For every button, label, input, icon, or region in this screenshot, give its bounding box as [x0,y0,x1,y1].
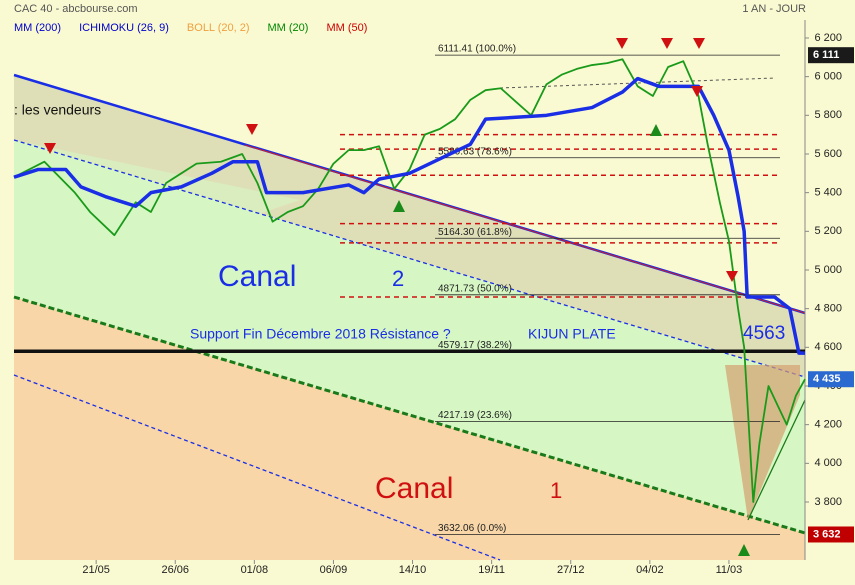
fib-label: 4579.17 (38.2%) [438,340,512,351]
legend-entry: MM (200) [14,22,61,34]
x-tick-label: 04/02 [636,564,664,576]
annotation: KIJUN PLATE [528,326,616,342]
x-tick-label: 11/03 [716,564,743,576]
y-tick-label: 6 000 [814,71,842,83]
arrow-down [691,86,703,97]
arrow-down [661,38,673,49]
fib-label: 4871.73 (50.0%) [438,283,512,294]
y-tick-label: 6 200 [814,32,842,44]
series-line [13,58,806,503]
price-marker-label: 4 435 [813,373,841,385]
legend-entry: BOLL (20, 2) [187,22,250,34]
annotation: Support Fin Décembre 2018 Résistance ? [190,326,451,342]
annotation: 4563 [743,323,785,344]
y-tick-label: 5 000 [814,264,842,276]
plot [13,58,806,503]
legend-entry: MM (50) [326,22,367,34]
y-tick-label: 4 800 [814,303,842,315]
price-marker [808,526,854,543]
triangle [725,365,800,520]
price-marker [808,371,854,388]
y-tick-label: 4 000 [814,457,842,469]
arrow-up [393,200,405,212]
channels [13,73,806,561]
left-band [14,140,300,297]
channel-green-dashed [13,295,806,535]
x-tick-label: 14/10 [399,564,427,576]
x-tick-label: 27/12 [557,564,585,576]
y-tick-label: 4 600 [814,341,842,353]
fib-label: 6111.41 (100.0%) [438,44,516,55]
price-marker [808,47,854,64]
y-tick-label: 5 800 [814,109,842,121]
legend: MM (200) ICHIMOKU (26, 9) BOLL (20, 2) MM (… [14,22,367,34]
fib-label: 5580.63 (78.6%) [438,146,512,157]
x-tick-label: 21/05 [82,564,110,576]
annotation: : les vendeurs [14,102,101,118]
arrow-up [650,124,662,136]
annotation: Canal [375,472,453,505]
annotation: Canal [218,260,296,293]
title: CAC 40 - abcbourse.com [14,3,138,15]
channel-1-band [14,297,805,560]
fib-label: 5164.30 (61.8%) [438,227,512,238]
x-tick-label: 01/08 [241,564,269,576]
arrows [44,38,750,556]
legend-entry: ICHIMOKU (26, 9) [79,22,169,34]
price-marker-label: 6 111 [813,49,839,61]
levels: 6111.41 (100.0%) 5580.63 (78.6%) 5164.30 (… [14,20,809,564]
legend-entry: MM (20) [268,22,309,34]
fib-label: 4217.19 (23.6%) [438,410,512,421]
arrow-down [726,271,738,282]
x-tick-label: 06/09 [320,564,348,576]
channel-bottom-dashed [13,374,501,561]
fib-label: 3632.06 (0.0%) [438,523,506,534]
y-tick-label: 5 200 [814,225,842,237]
arrow-down [44,143,56,154]
y-tick-label: 4 200 [814,419,842,431]
period: 1 AN - JOUR [742,3,806,15]
channel-2-band [14,75,805,377]
trend-line [747,399,806,521]
x-tick-label: 26/06 [161,564,189,576]
channel-line-red [244,144,806,314]
y-tick-label: 5 400 [814,187,842,199]
channel-green-band [14,140,805,533]
trend-line-top [499,77,776,89]
x-tick-label: 19/11 [478,564,505,576]
series-line [13,76,805,355]
price-marker-label: 3 632 [813,528,841,540]
arrow-down [693,38,705,49]
annotation: 1 [550,478,562,503]
channel-dashed [13,139,806,378]
annotation: 2 [392,266,404,291]
arrow-down [246,124,258,135]
arrow-up [738,544,750,556]
y-tick-label: 3 800 [814,496,842,508]
arrow-down [616,38,628,49]
y-tick-label: 5 600 [814,148,842,160]
